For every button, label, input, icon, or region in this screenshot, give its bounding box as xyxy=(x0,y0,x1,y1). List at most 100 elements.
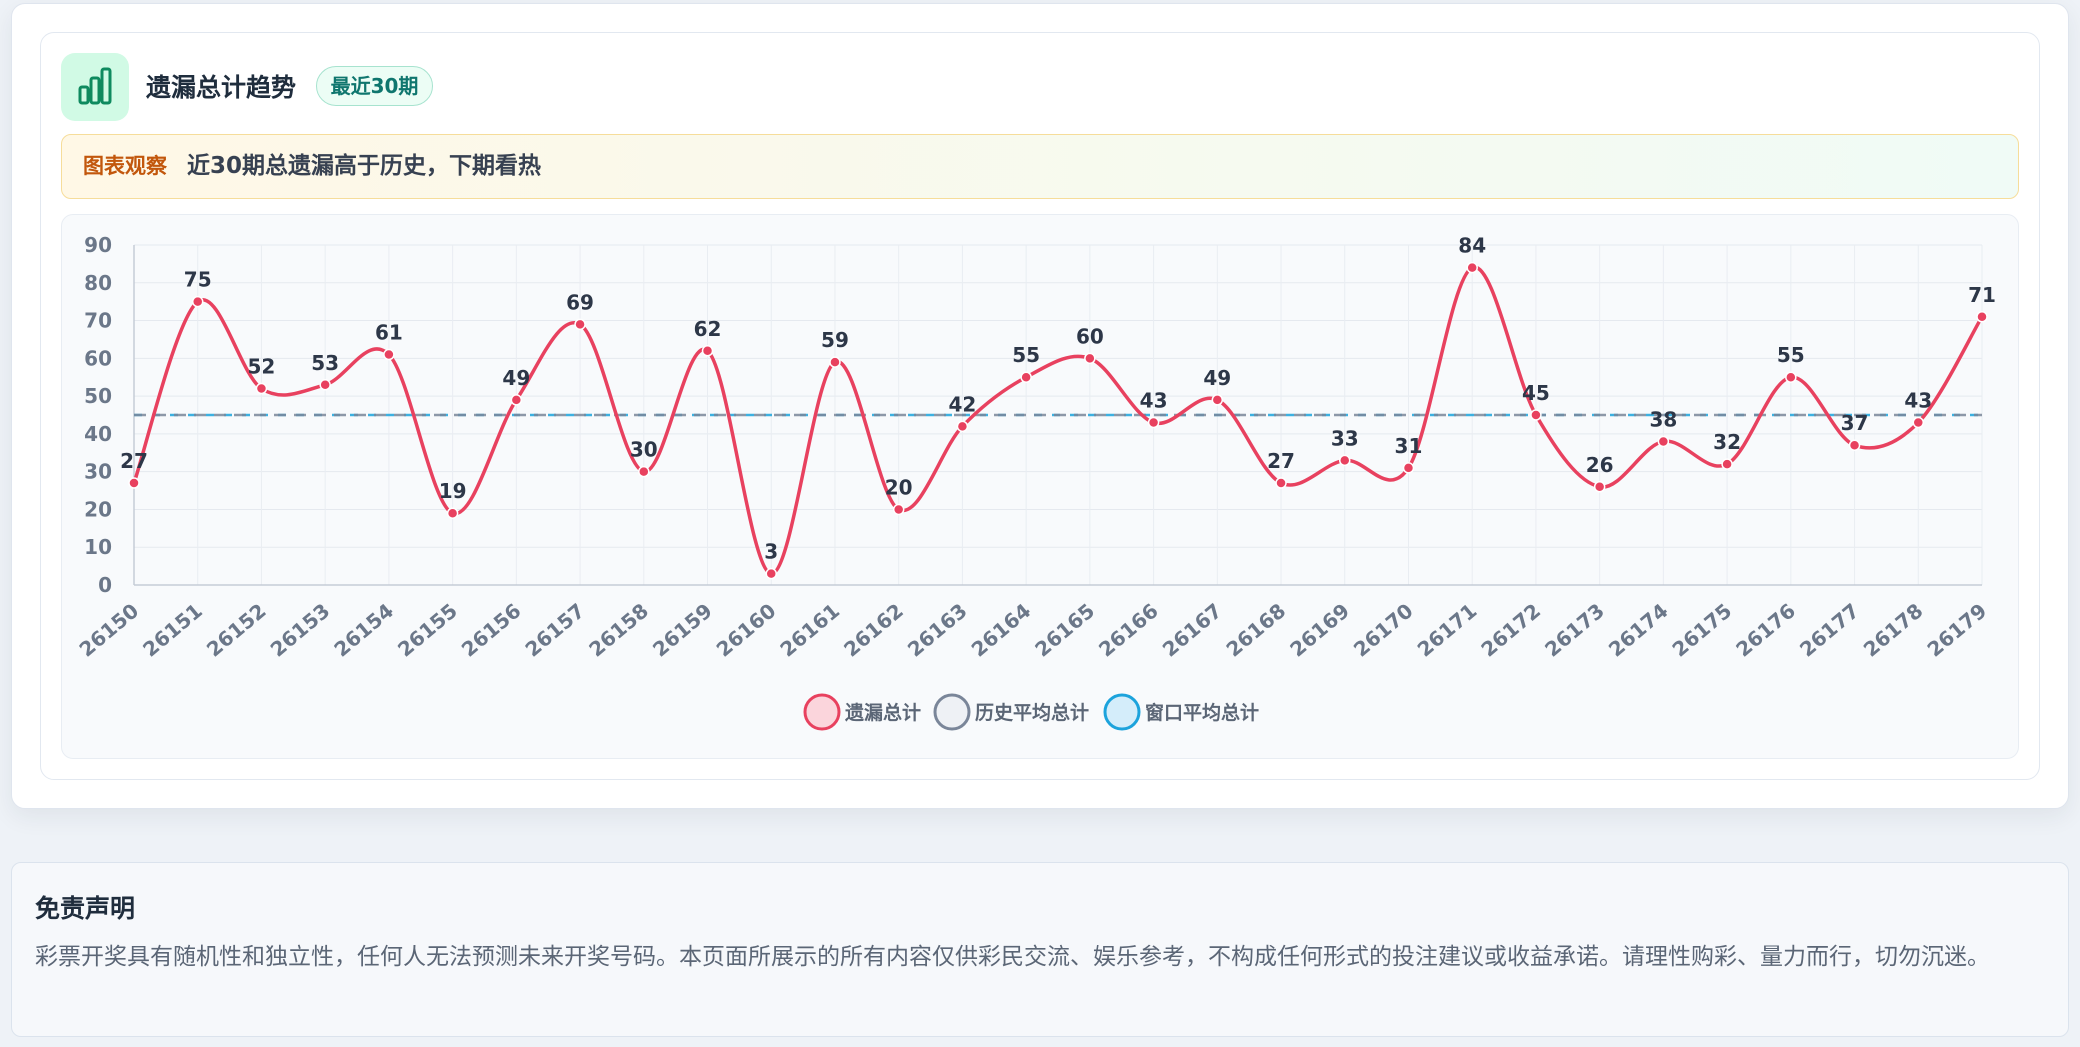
data-label: 26 xyxy=(1586,453,1614,477)
data-label: 55 xyxy=(1777,343,1805,367)
data-label: 3 xyxy=(764,540,778,564)
disclaimer-title: 免责声明 xyxy=(35,894,136,923)
x-tick-label: 26160 xyxy=(712,598,781,661)
x-tick-label: 26158 xyxy=(584,598,653,661)
data-point xyxy=(574,318,586,331)
data-point xyxy=(191,295,204,308)
legend-swatch[interactable] xyxy=(803,693,841,731)
x-tick-label: 26157 xyxy=(521,598,590,661)
data-point xyxy=(1339,454,1351,467)
data-label: 75 xyxy=(184,268,212,292)
data-point xyxy=(765,567,777,580)
x-tick-label: 26153 xyxy=(266,598,335,661)
data-label: 59 xyxy=(821,328,849,352)
data-label: 55 xyxy=(1012,343,1040,367)
x-tick-label: 26169 xyxy=(1285,598,1354,661)
data-point xyxy=(1976,311,1988,323)
data-label: 42 xyxy=(948,392,976,416)
data-point xyxy=(1530,409,1542,421)
data-label: 62 xyxy=(694,317,722,341)
data-label: 38 xyxy=(1649,407,1677,431)
y-tick-label: 40 xyxy=(84,422,112,446)
data-point xyxy=(1657,435,1670,448)
data-point xyxy=(1785,371,1797,383)
x-tick-label: 26170 xyxy=(1349,598,1418,661)
y-tick-label: 80 xyxy=(84,271,112,295)
legend-swatch[interactable] xyxy=(933,693,971,731)
data-label: 37 xyxy=(1841,411,1869,435)
x-tick-label: 26168 xyxy=(1222,598,1291,661)
x-tick-label: 26151 xyxy=(138,598,207,661)
data-label: 71 xyxy=(1968,283,1996,307)
data-point xyxy=(255,382,268,395)
data-label: 31 xyxy=(1395,434,1423,458)
data-point xyxy=(1848,439,1861,451)
data-label: 43 xyxy=(1904,389,1932,413)
data-point xyxy=(892,503,905,516)
data-label: 45 xyxy=(1522,381,1550,405)
x-tick-label: 26175 xyxy=(1668,598,1737,661)
x-tick-label: 26154 xyxy=(329,598,398,661)
x-tick-label: 26166 xyxy=(1094,598,1163,661)
x-tick-label: 26178 xyxy=(1859,598,1928,661)
data-point xyxy=(1020,371,1032,383)
data-point xyxy=(1721,458,1733,470)
x-tick-label: 26155 xyxy=(393,598,462,661)
x-tick-label: 26172 xyxy=(1476,598,1545,661)
data-point xyxy=(1275,477,1287,489)
data-point xyxy=(1211,394,1224,406)
chart-icon xyxy=(61,53,129,121)
y-tick-label: 20 xyxy=(84,497,112,521)
x-tick-label: 26174 xyxy=(1604,598,1673,661)
x-tick-label: 26176 xyxy=(1731,598,1800,661)
y-tick-label: 90 xyxy=(84,233,112,257)
legend-label[interactable]: 遗漏总计 xyxy=(844,701,921,724)
x-tick-label: 26159 xyxy=(648,598,717,661)
data-label: 69 xyxy=(566,290,594,314)
disclaimer-text: 彩票开奖具有随机性和独立性，任何人无法预测未来开奖号码。本页面所展示的所有内容仅… xyxy=(35,944,1990,970)
data-point xyxy=(1147,416,1160,429)
data-point xyxy=(510,394,523,406)
data-point xyxy=(638,465,650,478)
data-label: 27 xyxy=(120,449,148,473)
legend-label[interactable]: 历史平均总计 xyxy=(975,701,1089,724)
data-label: 60 xyxy=(1076,324,1104,348)
chart: 0102030405060708090261502615126152261532… xyxy=(74,233,1996,731)
x-tick-label: 26164 xyxy=(967,598,1036,661)
data-label: 32 xyxy=(1713,430,1741,454)
x-tick-label: 26161 xyxy=(775,598,844,661)
data-label: 52 xyxy=(248,355,276,379)
x-tick-label: 26162 xyxy=(839,598,908,661)
card-title: 遗漏总计趋势 xyxy=(146,73,297,102)
data-label: 20 xyxy=(885,475,913,499)
data-label: 61 xyxy=(375,321,403,345)
y-tick-label: 10 xyxy=(84,535,112,559)
data-point xyxy=(956,420,969,433)
data-label: 27 xyxy=(1267,449,1295,473)
data-point xyxy=(1466,261,1478,274)
data-label: 30 xyxy=(630,438,658,462)
x-tick-label: 26163 xyxy=(903,598,972,661)
x-tick-label: 26150 xyxy=(74,598,143,661)
data-label: 53 xyxy=(311,351,339,375)
chart-box xyxy=(61,214,2019,759)
data-point xyxy=(128,477,140,489)
data-label: 49 xyxy=(502,366,530,390)
x-tick-label: 26156 xyxy=(457,598,526,661)
data-label: 19 xyxy=(439,479,467,503)
series-line xyxy=(132,265,1984,576)
data-point xyxy=(446,507,459,519)
disclaimer: 免责声明 彩票开奖具有随机性和独立性，任何人无法预测未来开奖号码。本页面所展示的… xyxy=(11,862,2069,1037)
icon-glyph xyxy=(78,67,112,105)
x-tick-label: 26177 xyxy=(1795,598,1864,661)
data-point xyxy=(1402,462,1415,474)
x-tick-label: 26167 xyxy=(1158,598,1227,661)
x-tick-label: 26171 xyxy=(1413,598,1482,661)
legend-label[interactable]: 窗口平均总计 xyxy=(1145,701,1259,724)
legend-swatch[interactable] xyxy=(1103,693,1141,731)
x-tick-label: 26165 xyxy=(1030,598,1099,661)
x-tick-label: 26179 xyxy=(1922,598,1991,661)
y-tick-label: 0 xyxy=(98,573,112,597)
y-tick-label: 30 xyxy=(84,460,112,484)
